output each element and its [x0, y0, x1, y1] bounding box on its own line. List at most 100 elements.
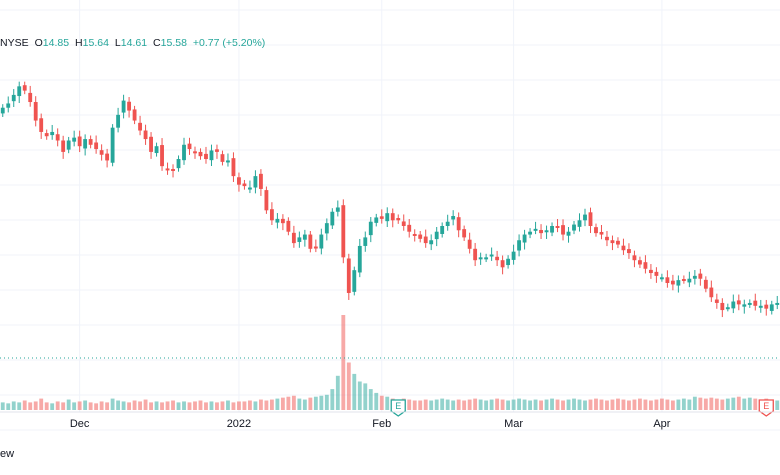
candle-body — [275, 218, 280, 223]
candle-body — [731, 301, 736, 309]
legend-close: C15.58 — [153, 37, 187, 49]
volume-bar — [297, 398, 302, 410]
volume-bar — [539, 400, 543, 410]
candle-body — [467, 239, 472, 249]
candle-body — [6, 103, 11, 108]
candle-body — [50, 131, 55, 136]
volume-bar — [116, 400, 121, 410]
volume-bars — [0, 315, 780, 410]
candle-body — [116, 114, 121, 128]
candle-body — [390, 213, 395, 221]
candle-body — [258, 173, 263, 189]
volume-bar — [599, 399, 604, 410]
volume-bar — [627, 400, 631, 410]
volume-bar — [187, 402, 192, 410]
candle-body — [121, 100, 126, 113]
candle-body — [61, 140, 66, 152]
earnings-marker-label: E — [763, 401, 769, 411]
volume-bar — [138, 401, 142, 410]
candle-body — [528, 231, 532, 235]
candle-body — [566, 231, 571, 236]
volume-bar — [226, 400, 230, 410]
volume-bar — [429, 400, 434, 410]
candle-body — [44, 133, 49, 137]
candle-body — [654, 271, 659, 276]
candle-body — [676, 280, 681, 286]
volume-bar — [511, 399, 516, 410]
candle-body — [165, 168, 170, 171]
volume-bar — [489, 399, 494, 410]
volume-bar — [621, 399, 626, 410]
candle-body — [643, 262, 648, 269]
candle-body — [544, 230, 549, 233]
volume-bar — [670, 400, 675, 410]
volume-bar — [11, 401, 16, 410]
volume-bar — [269, 399, 274, 410]
volume-bar — [88, 402, 93, 410]
candle-body — [313, 246, 318, 249]
volume-bar — [753, 398, 758, 410]
candle-body — [511, 251, 516, 260]
volume-bar — [132, 400, 137, 410]
volume-bar — [209, 401, 214, 410]
volume-bar — [484, 400, 489, 410]
earnings-marker-label: E — [395, 401, 401, 411]
candle-body — [297, 237, 302, 242]
candlesticks — [0, 81, 780, 318]
volume-bar — [555, 399, 560, 410]
candle-body — [418, 234, 423, 239]
volume-bar — [341, 315, 346, 410]
volume-bar — [368, 389, 373, 410]
candle-body — [742, 304, 747, 307]
volume-bar — [687, 399, 692, 410]
candle-body — [149, 136, 153, 152]
candle-body — [302, 234, 307, 240]
candle-body — [0, 107, 5, 114]
candle-body — [758, 305, 763, 308]
candle-body — [352, 270, 357, 292]
volume-bar — [528, 400, 532, 410]
candle-body — [264, 190, 269, 211]
volume-bar — [407, 399, 412, 410]
volume-bar — [39, 398, 44, 410]
volume-bar — [462, 400, 467, 410]
candle-body — [330, 211, 335, 226]
candle-body — [187, 143, 192, 150]
volume-bar — [154, 401, 159, 410]
volume-bar — [160, 402, 164, 410]
volume-bar — [308, 397, 313, 410]
volume-bar — [231, 402, 236, 410]
candle-body — [209, 150, 214, 161]
volume-bar — [83, 400, 88, 410]
volume-bar — [248, 400, 252, 410]
candle-body — [77, 136, 82, 147]
candle-body — [127, 101, 132, 111]
candle-body — [456, 217, 461, 231]
candle-body — [423, 236, 428, 244]
candle-body — [616, 240, 620, 245]
candle-body — [28, 92, 33, 103]
candle-body — [401, 221, 406, 226]
volume-bar — [544, 399, 549, 410]
candle-body — [357, 245, 362, 273]
earnings-marker: E — [390, 399, 406, 417]
volume-bar — [72, 402, 77, 410]
candle-body — [215, 149, 219, 152]
volume-bar — [434, 399, 439, 410]
candle-body — [138, 122, 142, 131]
candle-body — [407, 224, 412, 232]
volume-bar — [149, 402, 153, 410]
volume-bar — [50, 403, 55, 410]
volume-bar — [588, 399, 593, 410]
candle-body — [539, 229, 543, 234]
volume-bar — [6, 403, 11, 410]
volume-bar — [654, 399, 659, 410]
candle-body — [33, 102, 38, 121]
candle-body — [66, 140, 71, 150]
volume-bar — [253, 401, 258, 410]
volume-bar — [0, 402, 5, 410]
candle-body — [291, 232, 296, 244]
volume-bar — [363, 383, 368, 410]
candle-body — [714, 299, 719, 303]
